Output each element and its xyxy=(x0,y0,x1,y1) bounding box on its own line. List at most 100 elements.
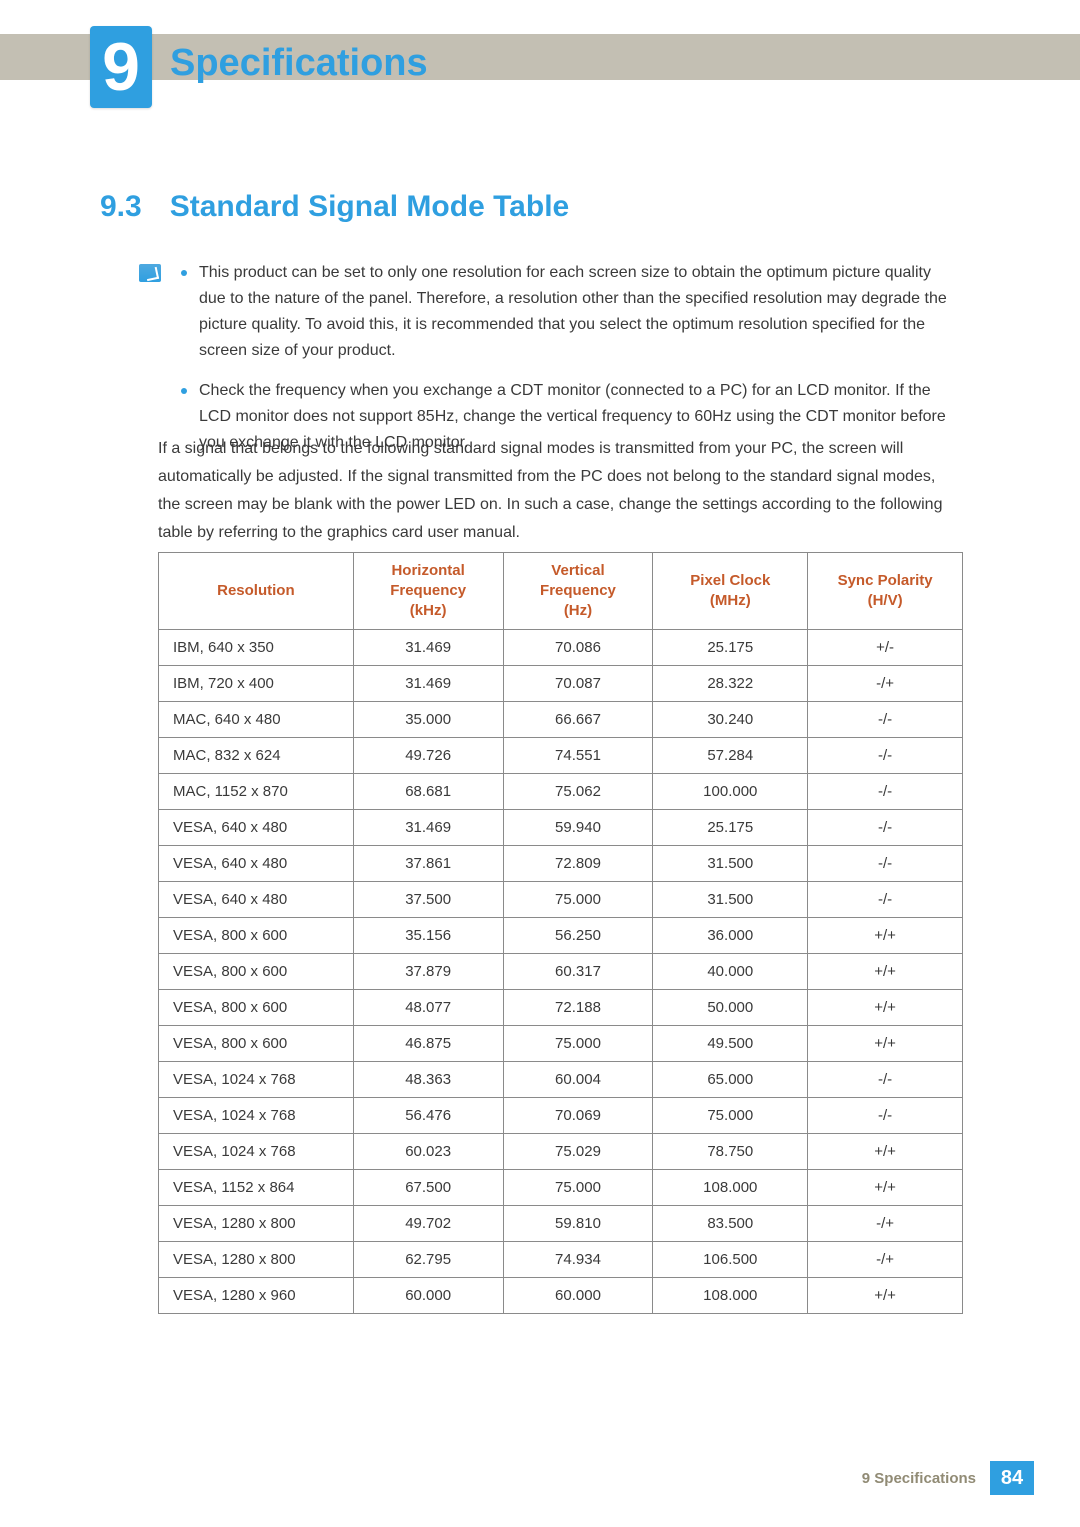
table-cell: -/- xyxy=(808,1098,963,1134)
table-cell: IBM, 640 x 350 xyxy=(159,630,354,666)
table-cell: VESA, 1280 x 960 xyxy=(159,1278,354,1314)
table-cell: 50.000 xyxy=(653,990,808,1026)
table-cell: VESA, 800 x 600 xyxy=(159,954,354,990)
table-row: VESA, 640 x 48037.86172.80931.500-/- xyxy=(159,846,963,882)
table-cell: VESA, 640 x 480 xyxy=(159,810,354,846)
table-cell: 35.156 xyxy=(353,918,503,954)
table-cell: +/+ xyxy=(808,918,963,954)
table-row: VESA, 1152 x 86467.50075.000108.000+/+ xyxy=(159,1170,963,1206)
table-cell: 68.681 xyxy=(353,774,503,810)
table-cell: VESA, 1024 x 768 xyxy=(159,1062,354,1098)
table-cell: 31.469 xyxy=(353,810,503,846)
table-cell: 75.062 xyxy=(503,774,653,810)
table-cell: MAC, 640 x 480 xyxy=(159,702,354,738)
table-cell: 37.861 xyxy=(353,846,503,882)
table-cell: 37.500 xyxy=(353,882,503,918)
table-cell: 48.363 xyxy=(353,1062,503,1098)
section-number: 9.3 xyxy=(100,190,142,224)
table-cell: 108.000 xyxy=(653,1170,808,1206)
table-header-cell: VerticalFrequency(Hz) xyxy=(503,553,653,630)
table-cell: +/+ xyxy=(808,1134,963,1170)
table-cell: MAC, 1152 x 870 xyxy=(159,774,354,810)
table-header-cell: Pixel Clock(MHz) xyxy=(653,553,808,630)
table-cell: VESA, 640 x 480 xyxy=(159,846,354,882)
table-cell: 72.809 xyxy=(503,846,653,882)
table-header-cell: HorizontalFrequency(kHz) xyxy=(353,553,503,630)
table-cell: -/+ xyxy=(808,1206,963,1242)
chapter-badge: 9 xyxy=(90,26,152,108)
table-cell: 75.029 xyxy=(503,1134,653,1170)
table-cell: 66.667 xyxy=(503,702,653,738)
note-icon xyxy=(139,264,161,282)
table-cell: 36.000 xyxy=(653,918,808,954)
table-cell: 75.000 xyxy=(503,1170,653,1206)
table-cell: VESA, 800 x 600 xyxy=(159,990,354,1026)
table-cell: 57.284 xyxy=(653,738,808,774)
table-row: VESA, 640 x 48031.46959.94025.175-/- xyxy=(159,810,963,846)
table-cell: 31.500 xyxy=(653,882,808,918)
table-cell: 25.175 xyxy=(653,630,808,666)
table-row: MAC, 832 x 62449.72674.55157.284-/- xyxy=(159,738,963,774)
note-list: This product can be set to only one reso… xyxy=(175,260,962,456)
table-row: VESA, 800 x 60048.07772.18850.000+/+ xyxy=(159,990,963,1026)
chapter-number: 9 xyxy=(90,26,152,108)
table-cell: -/- xyxy=(808,774,963,810)
table-row: IBM, 640 x 35031.46970.08625.175+/- xyxy=(159,630,963,666)
table-cell: VESA, 640 x 480 xyxy=(159,882,354,918)
table-cell: 37.879 xyxy=(353,954,503,990)
table-cell: 40.000 xyxy=(653,954,808,990)
footer-page-number: 84 xyxy=(990,1461,1034,1495)
table-row: VESA, 800 x 60046.87575.00049.500+/+ xyxy=(159,1026,963,1062)
table-cell: 60.000 xyxy=(503,1278,653,1314)
table-row: VESA, 1280 x 96060.00060.000108.000+/+ xyxy=(159,1278,963,1314)
table-cell: VESA, 800 x 600 xyxy=(159,918,354,954)
header-stripe xyxy=(0,34,1080,80)
table-cell: 75.000 xyxy=(653,1098,808,1134)
table-cell: 70.069 xyxy=(503,1098,653,1134)
intro-paragraph: If a signal that belongs to the followin… xyxy=(158,435,962,547)
table-cell: VESA, 800 x 600 xyxy=(159,1026,354,1062)
table-cell: VESA, 1152 x 864 xyxy=(159,1170,354,1206)
table-cell: 60.000 xyxy=(353,1278,503,1314)
table-cell: 67.500 xyxy=(353,1170,503,1206)
table-cell: -/- xyxy=(808,1062,963,1098)
table-cell: 46.875 xyxy=(353,1026,503,1062)
table-cell: 60.317 xyxy=(503,954,653,990)
table-cell: 70.086 xyxy=(503,630,653,666)
table-row: VESA, 800 x 60037.87960.31740.000+/+ xyxy=(159,954,963,990)
table-cell: 100.000 xyxy=(653,774,808,810)
table-cell: 74.551 xyxy=(503,738,653,774)
table-cell: 62.795 xyxy=(353,1242,503,1278)
table-cell: 31.469 xyxy=(353,666,503,702)
table-cell: 75.000 xyxy=(503,1026,653,1062)
footer-label: 9 Specifications xyxy=(862,1470,976,1487)
table-cell: 78.750 xyxy=(653,1134,808,1170)
table-cell: VESA, 1280 x 800 xyxy=(159,1242,354,1278)
page: 9 Specifications 9.3 Standard Signal Mod… xyxy=(0,0,1080,1527)
table-cell: 31.469 xyxy=(353,630,503,666)
table-cell: MAC, 832 x 624 xyxy=(159,738,354,774)
table-cell: +/+ xyxy=(808,1278,963,1314)
table-row: VESA, 640 x 48037.50075.00031.500-/- xyxy=(159,882,963,918)
table-cell: +/- xyxy=(808,630,963,666)
table-cell: VESA, 1024 x 768 xyxy=(159,1098,354,1134)
table-cell: +/+ xyxy=(808,1170,963,1206)
table-cell: 72.188 xyxy=(503,990,653,1026)
table-cell: 30.240 xyxy=(653,702,808,738)
table-cell: 65.000 xyxy=(653,1062,808,1098)
table-cell: 28.322 xyxy=(653,666,808,702)
table-cell: IBM, 720 x 400 xyxy=(159,666,354,702)
table-cell: 75.000 xyxy=(503,882,653,918)
table-row: VESA, 800 x 60035.15656.25036.000+/+ xyxy=(159,918,963,954)
table-row: VESA, 1024 x 76856.47670.06975.000-/- xyxy=(159,1098,963,1134)
table-cell: -/- xyxy=(808,846,963,882)
table-cell: 25.175 xyxy=(653,810,808,846)
table-cell: -/- xyxy=(808,738,963,774)
table-cell: 108.000 xyxy=(653,1278,808,1314)
table-header-cell: Resolution xyxy=(159,553,354,630)
note-item: This product can be set to only one reso… xyxy=(175,260,962,364)
table-cell: 60.004 xyxy=(503,1062,653,1098)
section-heading: 9.3 Standard Signal Mode Table xyxy=(100,190,569,224)
table-row: MAC, 1152 x 87068.68175.062100.000-/- xyxy=(159,774,963,810)
table-cell: 60.023 xyxy=(353,1134,503,1170)
